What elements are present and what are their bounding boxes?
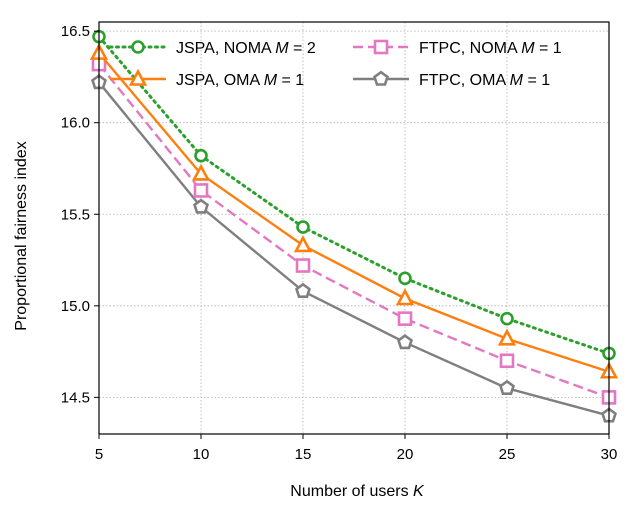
series-line xyxy=(98,81,610,417)
marker-square xyxy=(193,183,209,198)
y-tick-label: 16.5 xyxy=(61,23,90,40)
legend-label: JSPA, OMA M = 1 xyxy=(176,72,304,89)
marker-square xyxy=(295,258,311,273)
marker-circle xyxy=(500,311,514,326)
y-tick-label: 16.0 xyxy=(61,115,90,132)
y-tick-label: 15.0 xyxy=(61,298,90,315)
marker-triangle xyxy=(497,328,517,346)
legend-item: JSPA, OMA M = 1 xyxy=(110,68,304,89)
x-tick-label: 5 xyxy=(95,446,103,463)
x-axis-label: Number of users K xyxy=(290,483,425,500)
marker-square xyxy=(373,39,389,55)
marker-pentagon xyxy=(373,70,389,86)
marker-pentagon xyxy=(397,334,413,350)
marker-square xyxy=(499,353,515,369)
marker-triangle xyxy=(293,235,313,253)
legend-item: FTPC, NOMA M = 1 xyxy=(353,39,562,57)
legend-label: FTPC, NOMA M = 1 xyxy=(419,40,562,57)
x-tick-label: 25 xyxy=(499,446,516,463)
x-tick-label: 15 xyxy=(295,446,312,463)
series-line xyxy=(98,63,610,399)
marker-triangle xyxy=(395,288,415,306)
series-3 xyxy=(91,74,617,423)
y-axis-label: Proportional fairness index xyxy=(13,141,30,330)
marker-triangle xyxy=(128,68,148,86)
marker-triangle xyxy=(191,163,211,181)
marker-circle xyxy=(398,271,412,286)
x-tick-label: 10 xyxy=(193,446,210,463)
series-0 xyxy=(92,29,616,361)
x-tick-label: 20 xyxy=(397,446,414,463)
series-2 xyxy=(91,56,617,405)
axis-ticks: 5 10 15 20 25 30 14.5 15.0 15.5 16.0 16.5 xyxy=(61,23,618,463)
marker-square xyxy=(397,311,413,326)
legend-item: JSPA, NOMA M = 2 xyxy=(108,40,316,57)
marker-circle xyxy=(131,40,145,54)
marker-circle xyxy=(194,148,208,163)
series-1 xyxy=(89,42,619,379)
legend-label: JSPA, NOMA M = 2 xyxy=(176,40,316,57)
y-tick-label: 14.5 xyxy=(61,389,90,406)
y-tick-label: 15.5 xyxy=(61,206,90,223)
legend-item: FTPC, OMA M = 1 xyxy=(353,70,550,89)
series-line xyxy=(98,52,610,373)
marker-pentagon xyxy=(193,198,209,214)
plot-frame xyxy=(98,21,610,435)
marker-circle xyxy=(296,220,310,234)
series-line xyxy=(97,35,611,355)
marker-pentagon xyxy=(499,379,515,396)
legend-label: FTPC, OMA M = 1 xyxy=(419,72,550,89)
series-layer xyxy=(89,29,619,423)
marker-pentagon xyxy=(295,282,311,298)
legend: JSPA, NOMA M = 2 FTPC, NOMA M = 1 JSPA, OM… xyxy=(108,39,562,89)
x-tick-label: 30 xyxy=(601,446,618,463)
